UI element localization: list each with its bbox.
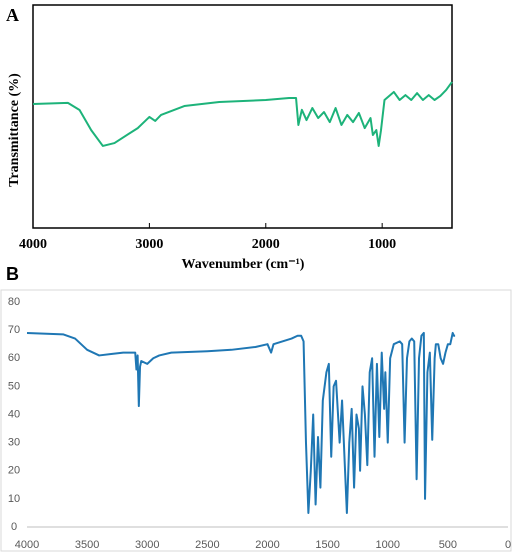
x-tick-label: 4000 [15,539,39,551]
y-tick-label: 10 [8,493,20,505]
y-tick-label: 60 [8,352,20,364]
y-tick-label: 80 [8,296,20,308]
x-tick-label: 3000 [135,237,163,252]
y-axis-title: Transmittance (%) [7,73,22,187]
x-tick-label: 2000 [252,237,280,252]
plot-frame [32,4,453,229]
x-tick-label: 500 [439,539,457,551]
spectrum-line [26,331,456,514]
y-tick-label: 40 [8,408,20,420]
x-tick-label: 2500 [195,539,219,551]
y-tick-label: 0 [11,521,17,533]
y-tick-label: 50 [8,380,20,392]
panel-label: B [6,264,19,284]
panel-frame [0,289,512,552]
x-tick-label: 2000 [255,539,279,551]
x-tick-label: 1000 [368,237,396,252]
x-tick-label: 1500 [315,539,339,551]
x-tick-label: 4000 [19,237,47,252]
x-axis-title: Wavenumber (cm⁻¹) [182,257,305,272]
x-tick-label: 0 [505,539,511,551]
x-tick-label: 3500 [75,539,99,551]
y-tick-label: 70 [8,324,20,336]
x-tick-label: 3000 [135,539,159,551]
panel-label: A [6,5,19,25]
y-tick-label: 20 [8,465,20,477]
y-tick-label: 30 [8,437,20,449]
x-tick-label: 1000 [376,539,400,551]
spectrum-line [32,81,453,147]
